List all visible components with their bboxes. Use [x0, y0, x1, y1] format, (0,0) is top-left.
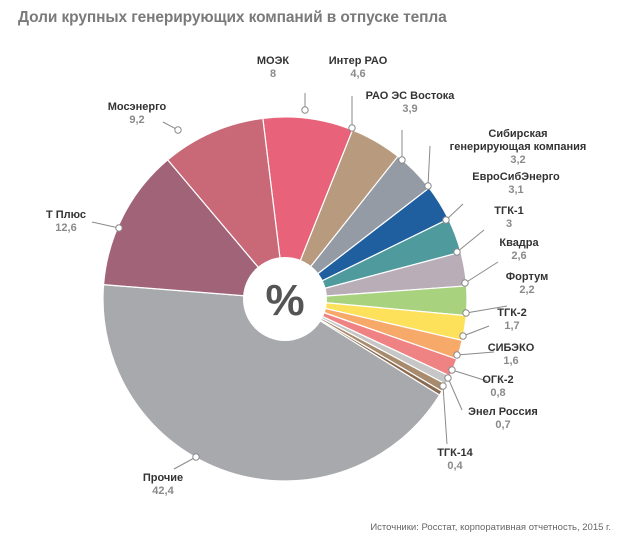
slice-value-label-11: 0,8 — [490, 387, 505, 399]
slice-value-label-14: 42,4 — [152, 485, 174, 497]
source-note: Источники: Росстат, корпоративная отчетн… — [370, 522, 611, 533]
slice-value-label-6: 3 — [506, 218, 512, 230]
leader-dot-14 — [192, 453, 200, 461]
slice-value-label-3: 3,9 — [402, 103, 417, 115]
slice-value-label-5: 3,1 — [508, 184, 523, 196]
leader-dot-7 — [461, 279, 469, 287]
leader-dot-5 — [442, 216, 450, 224]
slice-value-label-16: 9,2 — [129, 114, 144, 126]
leader-line-7 — [464, 261, 499, 284]
slice-name-label-14: Прочие — [143, 472, 183, 484]
leader-dot-9 — [459, 332, 467, 340]
slice-value-label-15: 12,6 — [55, 222, 76, 234]
leader-line-5 — [445, 203, 464, 221]
slice-name-label-11: ОГК-2 — [482, 374, 513, 386]
slice-name-label-15: Т Плюс — [46, 209, 86, 221]
leader-dot-4 — [424, 182, 432, 190]
leader-dot-2 — [348, 124, 356, 132]
slice-value-label-10: 1,6 — [503, 355, 518, 367]
slice-name-label-5: ЕвроСибЭнерго — [472, 171, 560, 183]
leader-line-8 — [465, 305, 508, 314]
pie-slice-14 — [102, 284, 441, 482]
leader-line-14 — [173, 456, 197, 470]
slice-value-label-9: 1,7 — [504, 320, 519, 332]
leader-line-6 — [456, 229, 485, 253]
slice-name-label-12: Энел Россия — [468, 406, 538, 418]
slice-name-label-3: РАО ЭС Востока — [366, 90, 456, 102]
slice-value-label-4: 3,2 — [510, 154, 525, 166]
center-hole — [243, 257, 327, 341]
leader-line-9 — [462, 325, 490, 337]
leader-dot-12 — [444, 374, 452, 382]
pie-slices — [102, 116, 468, 482]
leader-line-12 — [447, 377, 463, 411]
slice-value-label-1: 8 — [270, 68, 276, 80]
chart-title: Доли крупных генерирующих компаний в отп… — [18, 9, 447, 26]
slice-name-label-6: ТГК-1 — [494, 205, 523, 217]
leader-dot-13 — [439, 382, 447, 390]
pie-slice-15 — [102, 158, 287, 300]
leader-dot-3 — [398, 156, 406, 164]
slice-name-label-10: СИБЭКО — [488, 342, 535, 354]
leader-dot-16 — [174, 126, 182, 134]
slice-value-label-12: 0,7 — [495, 419, 510, 431]
leader-line-13 — [442, 385, 448, 445]
slice-name-label-4: Сибирская генерирующая компания — [450, 128, 587, 153]
slice-value-label-13: 0,4 — [447, 460, 463, 472]
slice-name-label-2: Интер РАО — [329, 55, 388, 67]
slice-name-label-7: Квадра — [499, 237, 539, 249]
slice-value-label-7: 2,6 — [511, 250, 526, 262]
pie-slice-16 — [166, 117, 286, 301]
leader-dot-8 — [462, 309, 470, 317]
slice-name-label-13: ТГК-14 — [437, 447, 473, 459]
leader-dot-10 — [453, 351, 461, 359]
leader-line-15 — [91, 221, 120, 229]
slice-name-label-16: Мосэнерго — [108, 101, 167, 113]
leader-dot-11 — [448, 366, 456, 374]
leader-line-11 — [451, 369, 488, 382]
leader-dot-1 — [301, 106, 309, 114]
slice-name-label-8: Фортум — [506, 271, 548, 283]
leader-line-4 — [427, 145, 431, 187]
leader-line-10 — [456, 351, 495, 356]
slice-name-label-9: ТГК-2 — [497, 307, 526, 319]
center-percent-label: % — [265, 276, 304, 325]
slice-value-label-2: 4,6 — [350, 68, 365, 80]
slice-value-label-8: 2,2 — [519, 284, 534, 296]
leader-dot-15 — [115, 224, 123, 232]
leader-dot-6 — [453, 248, 461, 256]
slice-name-label-1: МОЭК — [257, 55, 290, 67]
